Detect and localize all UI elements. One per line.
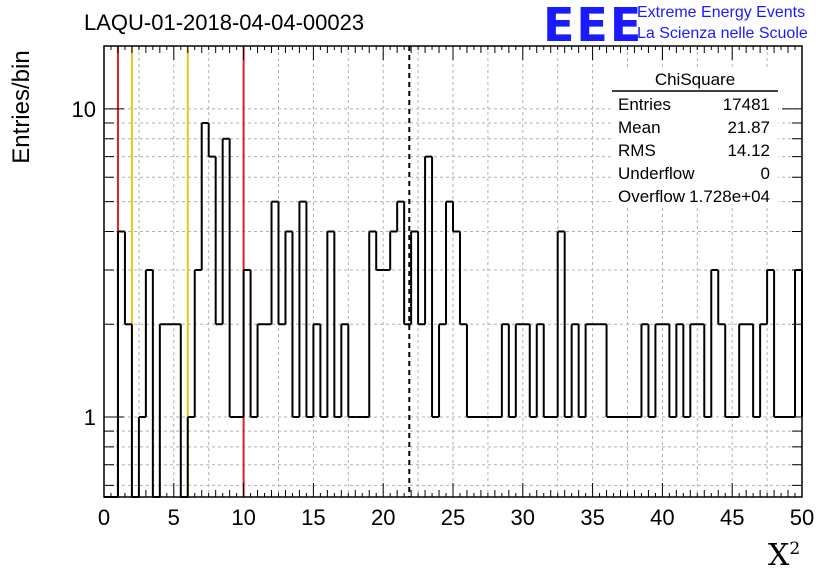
x-tick-label: 20: [371, 505, 395, 530]
stats-row-label: Mean: [618, 118, 661, 137]
stats-box-name: ChiSquare: [655, 70, 735, 89]
eee-logo: EEE: [543, 0, 644, 52]
x-axis-label: X2: [768, 538, 800, 573]
x-tick-label: 40: [650, 505, 674, 530]
stats-row-value: 1.728e+04: [689, 187, 770, 206]
axis-layer: 0 5 10 15 20 25 30 35 40 45 50 1 10: [72, 45, 814, 530]
stats-row-value: 14.12: [727, 141, 770, 160]
x-tick-label: 10: [231, 505, 255, 530]
x-tick-label: 50: [790, 505, 814, 530]
x-tick-label: 15: [301, 505, 325, 530]
y-tick-label: 1: [84, 405, 96, 430]
chart-title: LAQU-01-2018-04-04-00023: [84, 10, 365, 35]
x-tick-label: 25: [441, 505, 465, 530]
y-tick-label: 10: [72, 97, 96, 122]
x-tick-label: 35: [580, 505, 604, 530]
x-tick-label: 45: [720, 505, 744, 530]
reference-lines-layer: [116, 46, 411, 497]
stats-row-label: RMS: [618, 141, 656, 160]
stats-row-label: Underflow: [618, 164, 695, 183]
x-tick-label: 5: [168, 505, 180, 530]
histogram-layer: [104, 121, 803, 498]
eee-logo-line2: La Scienza nelle Scuole: [637, 25, 808, 42]
stats-row-label: Entries: [618, 95, 671, 114]
eee-logo-line1: Extreme Energy Events: [637, 4, 806, 21]
x-tick-label: 0: [98, 505, 110, 530]
stats-row-label: Overflow: [618, 187, 686, 206]
stats-row-value: 17481: [723, 95, 770, 114]
x-axis-label-superscript: 2: [789, 539, 801, 559]
x-tick-label: 30: [511, 505, 535, 530]
x-axis-label-base: X: [768, 538, 790, 573]
stats-row-value: 21.87: [727, 118, 770, 137]
y-axis-label: Entries/bin: [8, 50, 35, 164]
stats-box-layer: ChiSquare Entries 17481 Mean 21.87 RMS 14.12 Un…: [612, 68, 778, 208]
stats-row-value: 0: [761, 164, 770, 183]
